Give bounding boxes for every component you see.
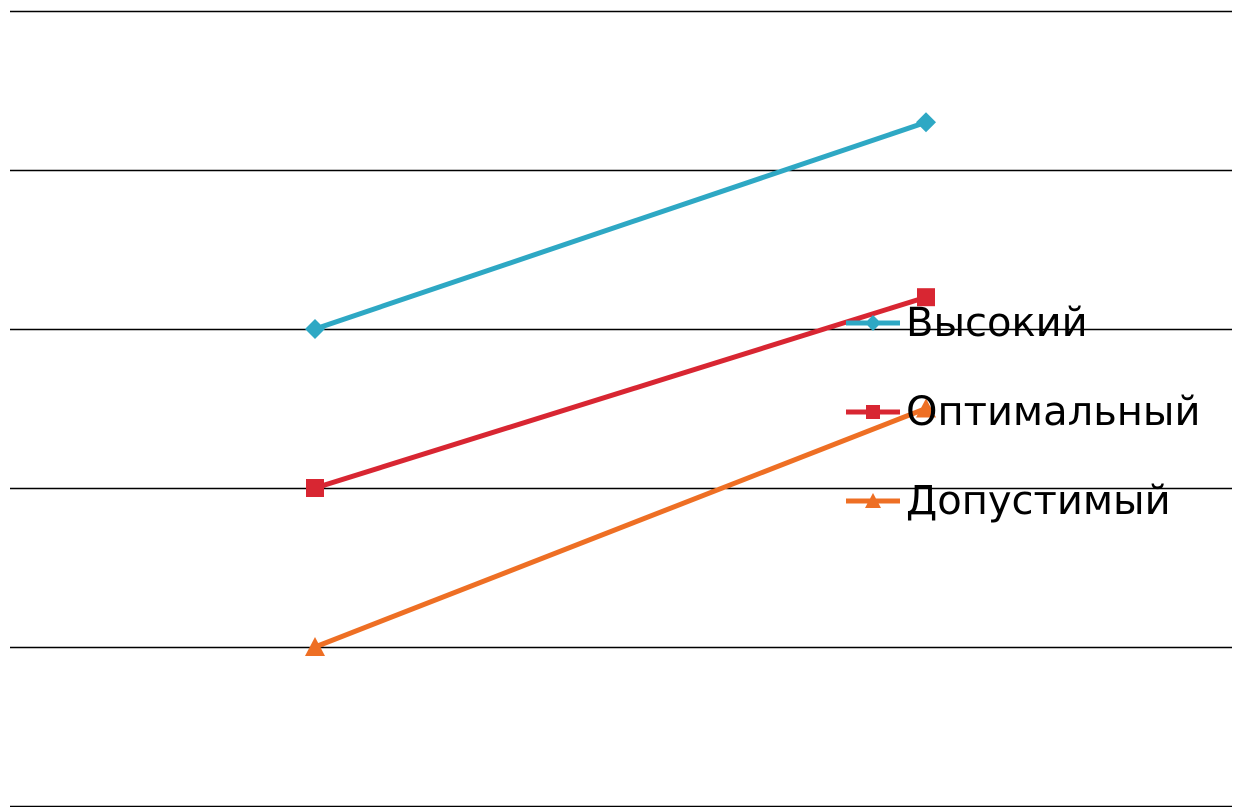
legend-marker bbox=[865, 315, 881, 331]
data-point bbox=[917, 288, 935, 307]
data-point bbox=[305, 637, 325, 656]
data-point bbox=[306, 479, 324, 497]
legend-item: Высокий bbox=[846, 300, 1088, 346]
series-line bbox=[314, 119, 927, 332]
legend-marker bbox=[865, 493, 881, 508]
legend-item: Допустимый bbox=[846, 478, 1171, 524]
series-line bbox=[314, 294, 927, 491]
data-point bbox=[305, 319, 325, 339]
legend: Высокий Оптимальный Допустимый bbox=[846, 300, 1201, 524]
series-1 bbox=[305, 112, 936, 339]
data-point bbox=[916, 398, 936, 418]
series-3 bbox=[305, 398, 936, 656]
series-lines bbox=[305, 112, 936, 656]
data-point bbox=[916, 112, 936, 133]
legend-label: Высокий bbox=[906, 300, 1088, 346]
legend-marker bbox=[866, 405, 880, 419]
series-line bbox=[314, 406, 927, 650]
series-2 bbox=[306, 288, 935, 497]
legend-label: Допустимый bbox=[906, 478, 1171, 524]
legend-item: Оптимальный bbox=[846, 389, 1201, 435]
legend-label: Оптимальный bbox=[906, 389, 1201, 435]
